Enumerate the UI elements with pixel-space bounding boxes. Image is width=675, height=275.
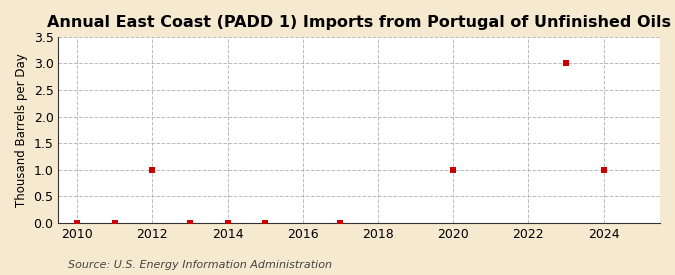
Text: Source: U.S. Energy Information Administration: Source: U.S. Energy Information Administ…	[68, 260, 331, 270]
Y-axis label: Thousand Barrels per Day: Thousand Barrels per Day	[15, 53, 28, 207]
Title: Annual East Coast (PADD 1) Imports from Portugal of Unfinished Oils: Annual East Coast (PADD 1) Imports from …	[47, 15, 671, 30]
